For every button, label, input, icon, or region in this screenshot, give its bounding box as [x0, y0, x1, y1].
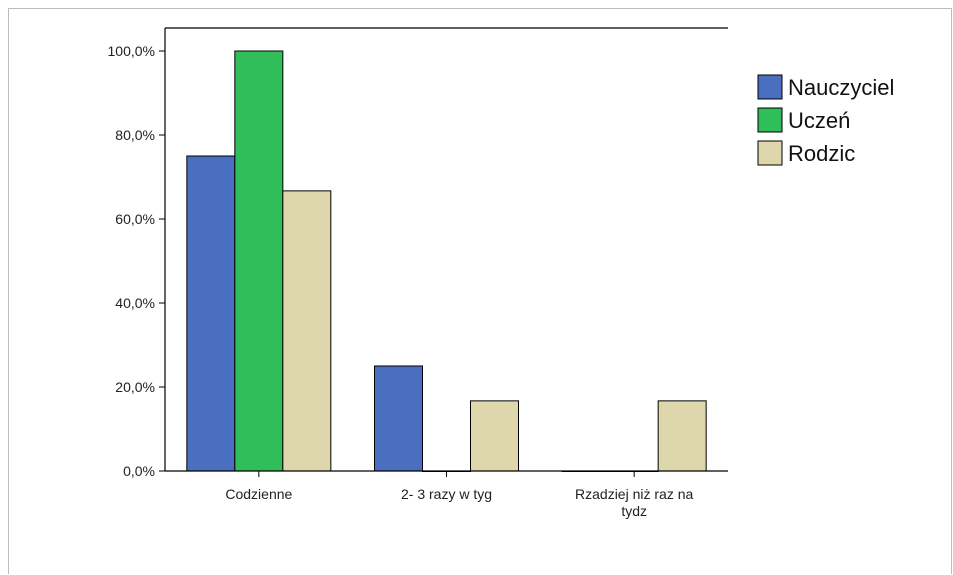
- legend-swatch: [757, 74, 783, 100]
- bar-nauczyciel-1: [374, 365, 423, 472]
- x-category-label: Codzienne: [225, 486, 292, 502]
- legend-label: Nauczyciel: [788, 75, 894, 100]
- y-tick-label: 80,0%: [115, 127, 155, 143]
- legend-label: Rodzic: [788, 141, 855, 166]
- y-tick-label: 20,0%: [115, 379, 155, 395]
- y-tick-label: 60,0%: [115, 211, 155, 227]
- legend-swatch: [757, 140, 783, 166]
- bars-group: [186, 50, 707, 472]
- chart-frame: [8, 8, 952, 574]
- legend: Nauczyciel Uczeń Rodzic: [757, 74, 894, 166]
- y-tick-label: 100,0%: [108, 43, 155, 59]
- x-category-label: tydz: [621, 503, 647, 519]
- y-tick-label: 0,0%: [123, 463, 155, 479]
- bar-rodzic-1: [470, 400, 519, 472]
- legend-swatch: [757, 107, 783, 133]
- bar-ucze-0: [234, 50, 284, 472]
- bar-rodzic-0: [282, 190, 332, 472]
- y-tick-label: 40,0%: [115, 295, 155, 311]
- bar-nauczyciel-0: [186, 155, 236, 472]
- legend-label: Uczeń: [788, 108, 850, 133]
- axes-group: 0,0% 20,0% 40,0% 60,0% 80,0% 100,0% Codzienne 2…: [108, 27, 728, 519]
- bar-rodzic-2: [657, 400, 707, 472]
- x-category-label: 2- 3 razy w tyg: [401, 486, 492, 502]
- x-category-label: Rzadziej niż raz na: [575, 486, 693, 502]
